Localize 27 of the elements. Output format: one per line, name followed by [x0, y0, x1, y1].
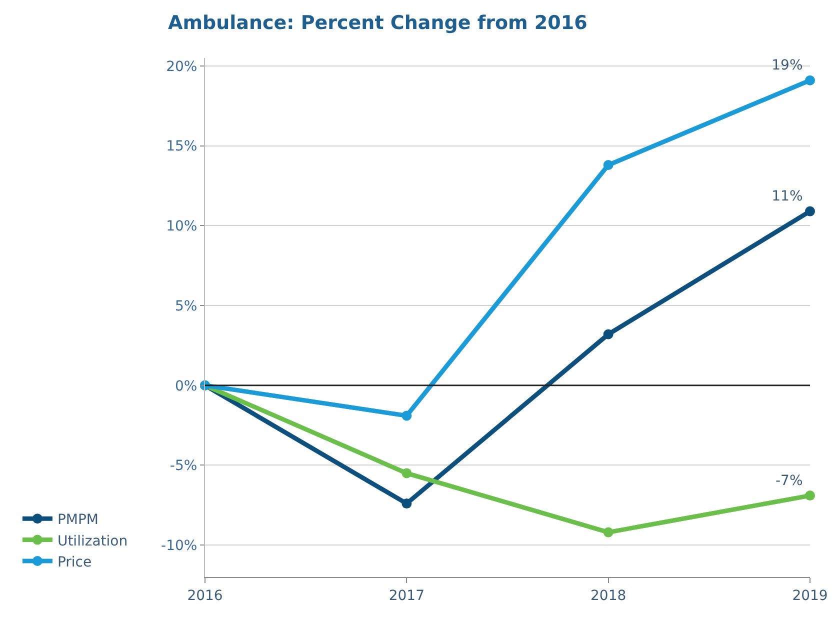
- point: [805, 75, 815, 86]
- point: [603, 527, 614, 538]
- x-tick-label: 2017: [388, 588, 424, 604]
- x-tick-label: 2019: [792, 588, 828, 604]
- x-tick-label: 2018: [590, 588, 626, 604]
- point: [805, 490, 815, 501]
- data-label: -7%: [775, 472, 803, 489]
- point: [603, 329, 614, 340]
- legend-label: PMPM: [57, 512, 98, 528]
- point: [402, 498, 412, 509]
- y-tick-label: 10%: [166, 218, 198, 235]
- point: [402, 410, 412, 421]
- y-tick-label: -10%: [161, 538, 198, 554]
- data-label: 11%: [772, 188, 803, 205]
- x-tick-label: 2016: [187, 588, 223, 604]
- data-label: 19%: [772, 58, 803, 74]
- y-tick-label: -5%: [170, 458, 198, 474]
- y-tick-label: 0%: [174, 378, 198, 394]
- point: [805, 206, 815, 216]
- y-tick-label: 5%: [174, 298, 198, 314]
- legend-label: Price: [57, 554, 92, 570]
- legend-label: Utilization: [57, 533, 128, 550]
- y-tick-label: 20%: [166, 58, 198, 75]
- y-tick-label: 15%: [166, 138, 198, 155]
- point: [603, 160, 614, 170]
- chart-title: Ambulance: Percent Change from 2016: [168, 12, 588, 34]
- point: [402, 468, 412, 478]
